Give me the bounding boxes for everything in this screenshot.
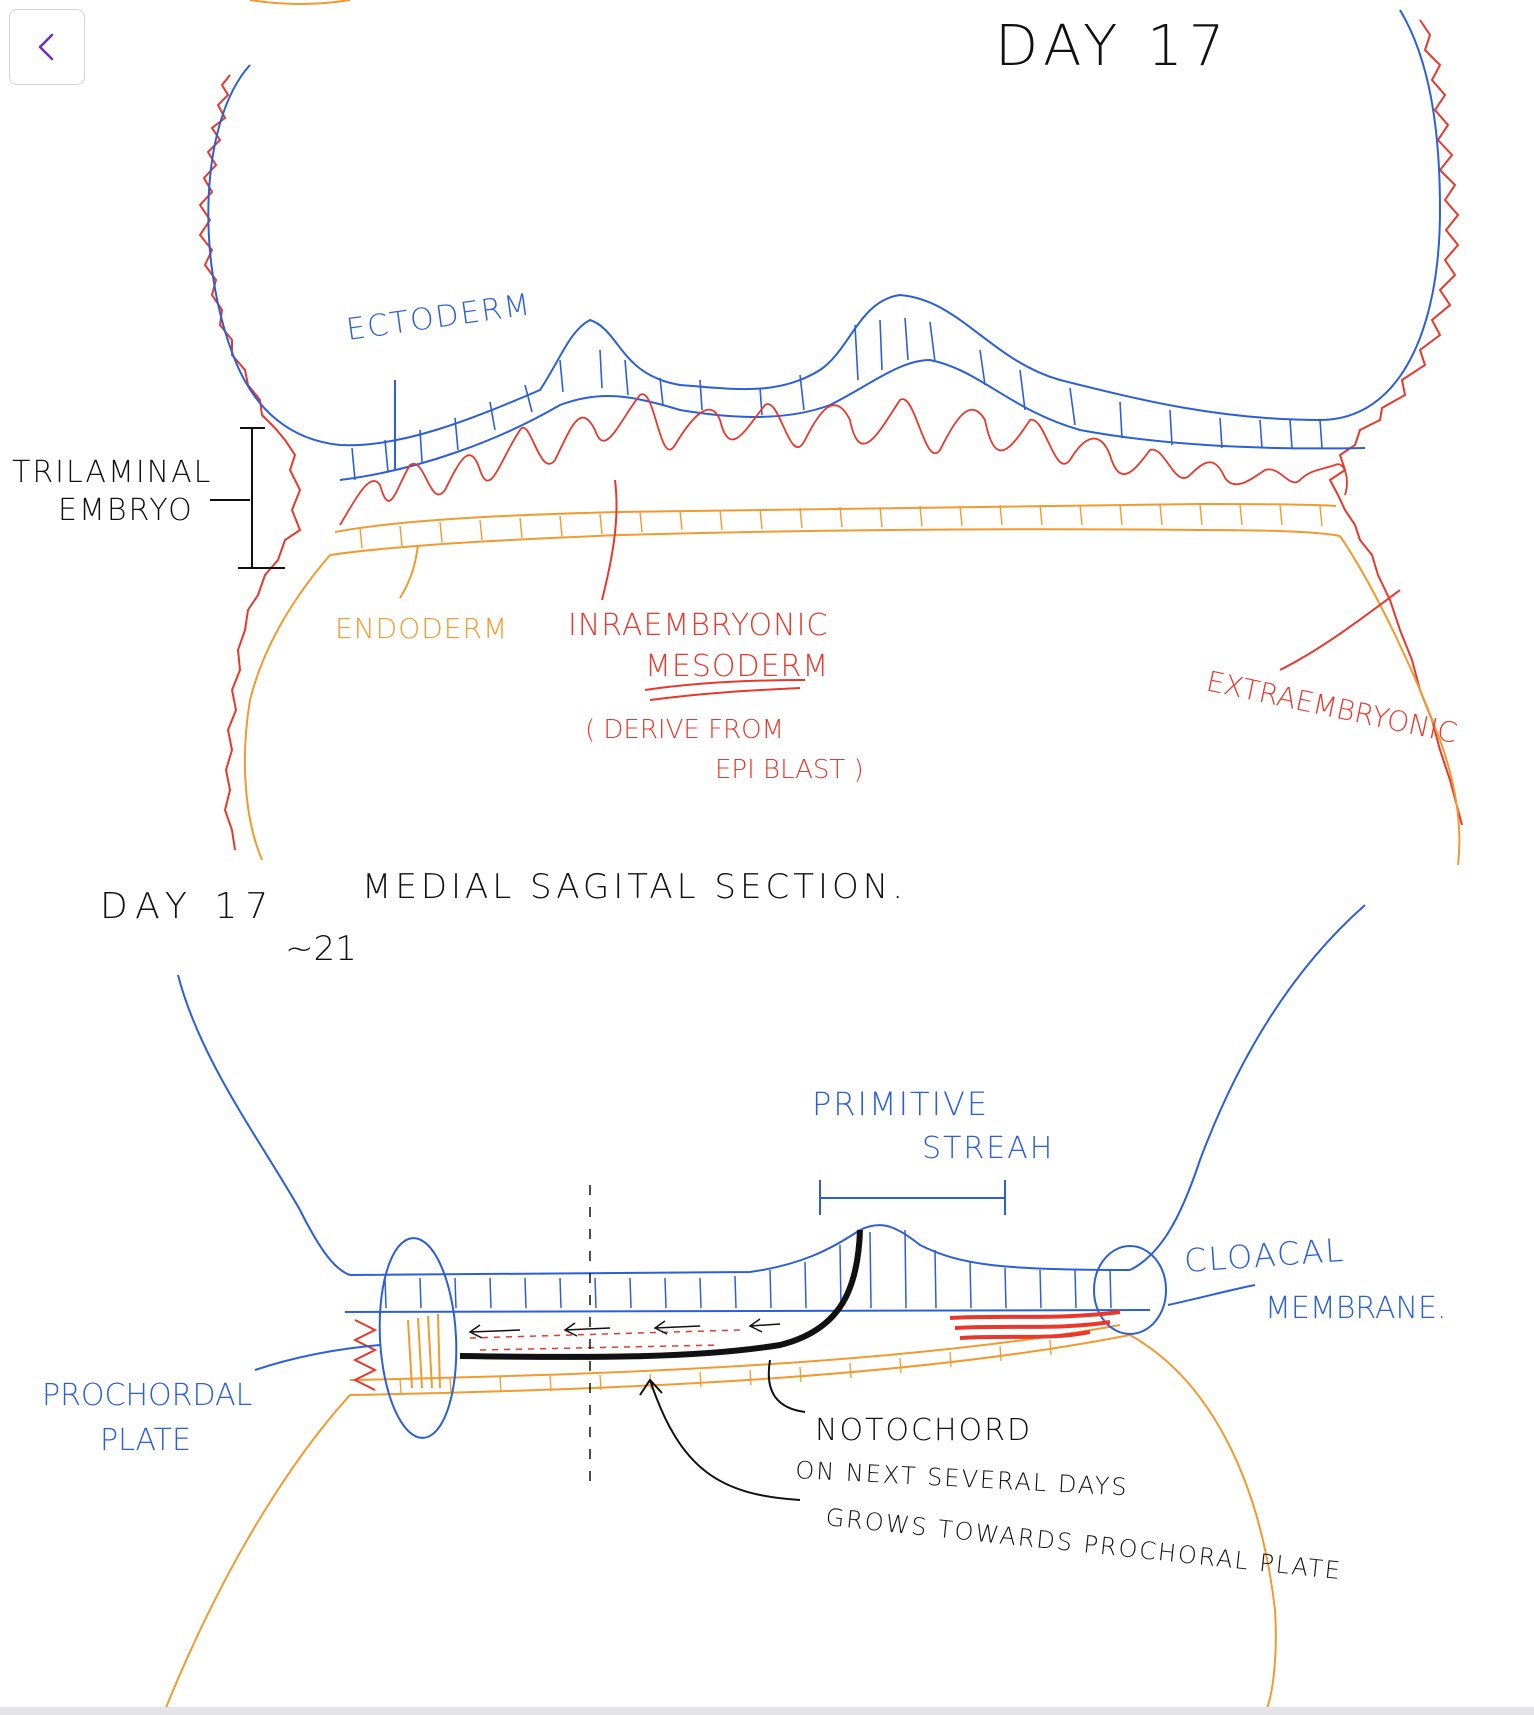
- chevron-left-icon: [38, 33, 54, 61]
- bottom-endoderm-hatch: [399, 1339, 1052, 1395]
- red-membrane-right: [1328, 19, 1463, 826]
- yolk-sac-outline: [243, 554, 331, 861]
- orange-arc-top: [249, 0, 351, 5]
- bottom-amnion-left: [177, 974, 351, 1276]
- red-membrane-left: [198, 74, 302, 851]
- extraembryonic-label: EXTRAEMBRYONIC: [1204, 665, 1460, 750]
- mesoderm-underline: [644, 679, 806, 701]
- cloacal-label-1: CLOACAL: [1183, 1231, 1346, 1280]
- derive-label-2: EPI BLAST ): [715, 755, 864, 785]
- prochordal-hatch-orange: [407, 1313, 441, 1389]
- bottom-yolk-right: [1129, 1334, 1277, 1713]
- bottom-ectoderm-bottom: [344, 1309, 1151, 1313]
- trilaminar-bracket: [210, 427, 285, 569]
- ectoderm-hatch: [351, 317, 1323, 481]
- notochord-label: NOTOCHORD: [815, 1413, 1032, 1448]
- notochord-pointer: [767, 1359, 806, 1413]
- top-diagram: DAY 17 ECTODERM TRILAMINAL EMBRYO ENDODE…: [12, 9, 1463, 866]
- notochord-stroke: [459, 1229, 863, 1360]
- ectoderm-label: ECTODERM: [344, 287, 534, 348]
- amnion-outline: [207, 9, 1442, 447]
- bottom-day-range: ~21: [285, 929, 357, 969]
- cloacal-label-2: MEMBRANE.: [1265, 1291, 1446, 1326]
- back-button[interactable]: [9, 9, 85, 85]
- primitive-bracket: [819, 1180, 1006, 1215]
- endoderm-top: [334, 502, 1337, 533]
- mesoderm-pointer: [601, 479, 618, 601]
- yolk-sac-outline-right: [1339, 535, 1461, 866]
- prochordal-label-2: PLATE: [100, 1423, 191, 1458]
- prochordal-circle: [378, 1237, 458, 1439]
- bottom-yolk-left: [164, 1394, 351, 1711]
- cloacal-pointer: [1167, 1284, 1256, 1306]
- extraembryonic-pointer: [1279, 589, 1401, 671]
- intraembryonic-label: INRAEMBRYONIC: [568, 608, 828, 643]
- day17-title: DAY 17: [995, 14, 1230, 79]
- prochordal-pointer: [254, 1344, 381, 1371]
- mesoderm-zigzag: [339, 393, 1348, 526]
- bottom-diagram: DAY 17 ~21 MEDIAL SAGITAL SECTION.: [42, 867, 1446, 1713]
- bottom-mesoderm-patch: [949, 1310, 1121, 1340]
- migration-arrows: [468, 1318, 781, 1339]
- note-line-1: ON NEXT SEVERAL DAYS: [795, 1456, 1130, 1501]
- endoderm-pointer: [399, 544, 419, 599]
- endoderm-label: ENDODERM: [335, 612, 508, 645]
- note-line-2: GROWS TOWARDS PROCHORAL PLATE: [824, 1503, 1343, 1585]
- prochordal-label-1: PROCHORDAL: [42, 1378, 252, 1413]
- bottom-section-title: MEDIAL SAGITAL SECTION.: [362, 867, 907, 907]
- primitive-label-1: PRIMITIVE: [812, 1085, 989, 1123]
- primitive-label-2: STREAH: [922, 1131, 1054, 1166]
- prochordal-red-zigzag: [352, 1319, 378, 1391]
- bottom-endoderm-top: [349, 1324, 1121, 1381]
- bottom-ectoderm-hatch: [384, 1229, 1112, 1309]
- bottom-ectoderm-top: [349, 1224, 1131, 1276]
- bottom-mesoderm-dashes: [469, 1329, 741, 1351]
- mesoderm-label: MESODERM: [645, 649, 829, 684]
- bottom-scroll-bar: [0, 1707, 1534, 1715]
- endoderm-bottom: [329, 528, 1341, 556]
- trilaminar-label-2: EMBRYO: [58, 493, 194, 528]
- note-pointer: [639, 1378, 801, 1501]
- ectoderm-lower: [339, 358, 1366, 481]
- bottom-amnion-right: [1129, 904, 1366, 1271]
- derive-label-1: ( DERIVE FROM: [585, 715, 784, 745]
- bottom-day-label: DAY 17: [100, 886, 276, 927]
- trilaminar-label-1: TRILAMINAL: [12, 455, 212, 490]
- endoderm-hatch: [359, 504, 1323, 549]
- bottom-endoderm-bottom: [349, 1334, 1131, 1396]
- cloacal-circle: [1093, 1245, 1167, 1335]
